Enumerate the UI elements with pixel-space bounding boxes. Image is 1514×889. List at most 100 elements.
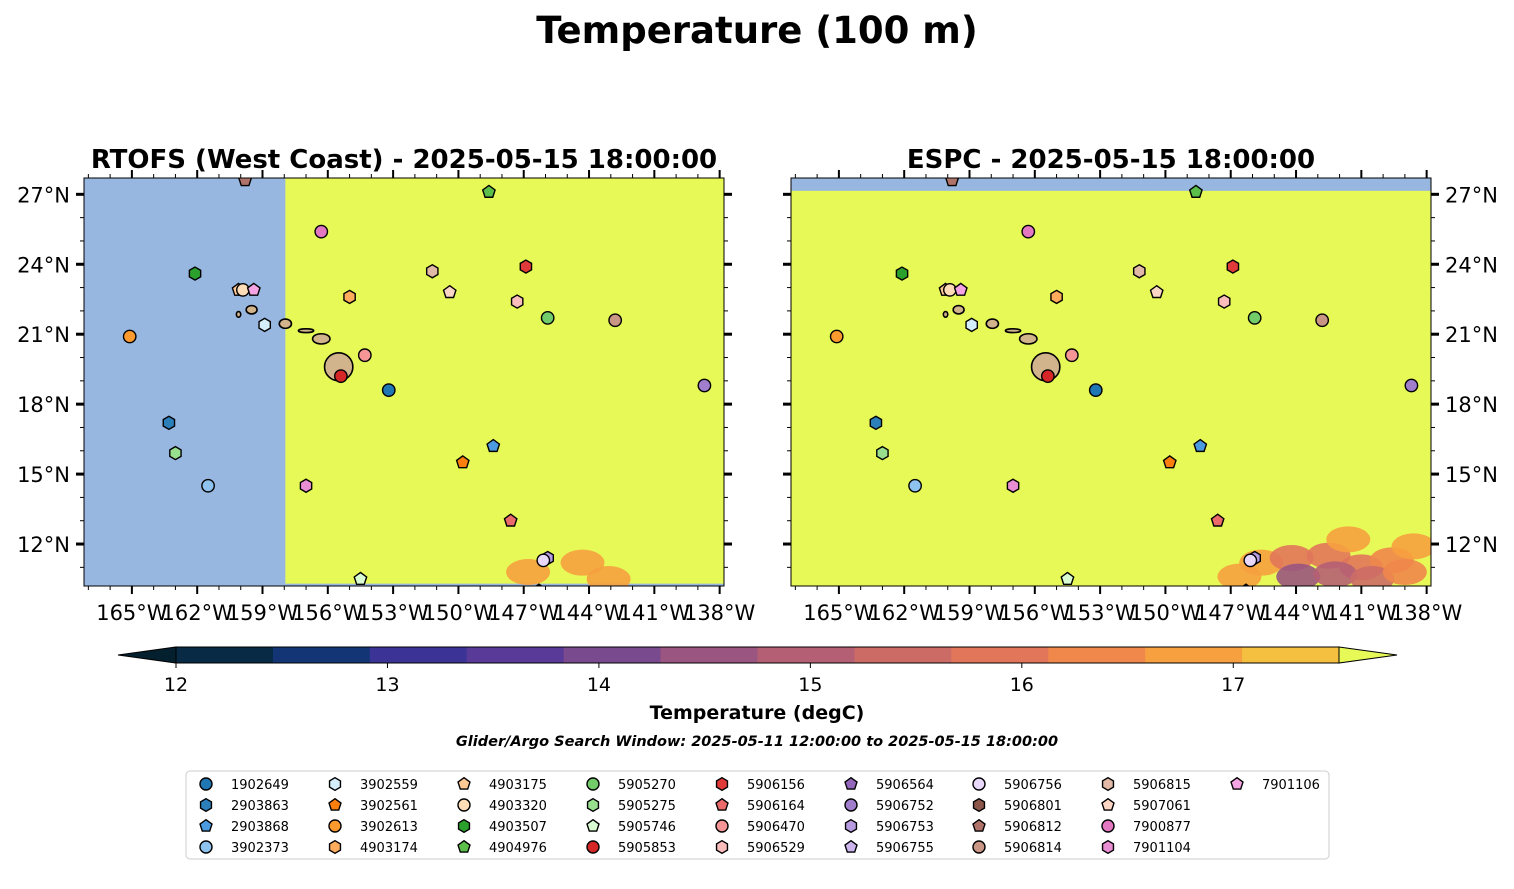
colorbar-under-arrow	[117, 646, 177, 664]
legend-label: 5905853	[618, 841, 676, 856]
float-marker-3902559	[258, 317, 272, 333]
legend-label: 5906753	[876, 820, 934, 835]
no-data-region	[791, 178, 1431, 191]
x-tick-label: 147°W	[488, 601, 560, 625]
legend-item-4903507: 4903507	[457, 818, 547, 835]
legend-item-7900877: 7900877	[1101, 819, 1191, 835]
legend-marker-4904976	[457, 839, 471, 853]
float-marker-7900877	[314, 224, 329, 239]
legend-label: 7901106	[1262, 778, 1320, 793]
legend-marker-4903320	[457, 798, 471, 812]
float-marker-5906756	[536, 553, 551, 568]
legend-item-5906753: 5906753	[844, 818, 934, 835]
y-tick-label: 15°N	[17, 463, 70, 487]
legend-label: 3902613	[360, 820, 418, 835]
float-marker-4903507	[895, 266, 909, 281]
float-marker-4904976	[1188, 184, 1203, 198]
x-tick-label: 162°W	[162, 601, 234, 625]
colorbar-segment	[660, 647, 758, 663]
legend-label: 1902649	[231, 778, 289, 793]
legend-label: 5907061	[1133, 799, 1191, 814]
legend-label: 5906756	[1004, 778, 1062, 793]
x-tick-label: 144°W	[1260, 601, 1332, 625]
legend-label: 7901104	[1133, 841, 1191, 856]
float-marker-5906815	[1132, 263, 1146, 279]
y-tick-label: 12°N	[1445, 533, 1498, 557]
legend-label: 2903868	[231, 820, 289, 835]
temperature-patch	[1276, 563, 1321, 586]
legend-item-5906564: 5906564	[844, 776, 934, 793]
legend-item-5906752: 5906752	[844, 798, 934, 814]
float-marker-4903320	[236, 283, 250, 297]
legend-marker-5907061	[1101, 797, 1115, 811]
float-marker-7900877	[1021, 224, 1036, 239]
x-tick-label: 150°W	[423, 601, 495, 625]
y-tick-label: 21°N	[1445, 323, 1498, 347]
float-marker-5905853	[333, 369, 348, 384]
legend-item-5906529: 5906529	[715, 839, 805, 856]
temperature-patch	[560, 549, 605, 576]
float-marker-3902561	[1162, 455, 1177, 469]
legend-item-2903863: 2903863	[199, 797, 289, 814]
float-marker-5906752	[697, 378, 712, 393]
legend-marker-5906164	[715, 797, 729, 811]
legend-item-4903320: 4903320	[457, 798, 547, 814]
legend-marker-5906529	[715, 839, 729, 855]
colorbar-segment	[1242, 647, 1340, 663]
y-tick-label: 24°N	[17, 253, 70, 277]
colorbar-tick-label: 14	[587, 674, 611, 696]
legend-item-5905746: 5905746	[586, 818, 676, 835]
x-tick-label: 159°W	[934, 601, 1006, 625]
island-molokai	[297, 328, 315, 334]
float-marker-4904976	[481, 184, 496, 198]
panel-title: ESPC - 2025-05-15 18:00:00	[907, 145, 1315, 175]
legend-marker-4903174	[328, 839, 342, 855]
legend-label: 5905270	[618, 778, 676, 793]
x-tick-label: 165°W	[803, 601, 875, 625]
legend-marker-3902561	[328, 797, 342, 811]
legend-marker-5906564	[844, 776, 858, 790]
legend-label: 3902559	[360, 778, 418, 793]
x-tick-label: 162°W	[869, 601, 941, 625]
float-marker-5906814	[608, 313, 623, 328]
colorbar-segment	[176, 647, 274, 663]
legend-marker-5906156	[715, 776, 729, 792]
float-marker-5906801	[290, 589, 301, 602]
legend-marker-5906756	[972, 777, 986, 791]
legend-marker-5905275	[586, 797, 600, 813]
float-marker-7901106	[246, 282, 261, 296]
float-marker-5906755	[146, 585, 148, 586]
float-marker-3902613	[122, 329, 137, 344]
legend-label: 5906812	[1004, 820, 1062, 835]
float-marker-1902649	[381, 383, 396, 398]
x-tick-label: 153°W	[1064, 601, 1136, 625]
float-marker-7901104	[299, 478, 313, 494]
y-tick-label: 18°N	[17, 393, 70, 417]
float-marker-5905275	[876, 445, 889, 461]
legend-marker-5906812	[972, 818, 986, 832]
search-window-caption: Glider/Argo Search Window: 2025-05-11 12…	[456, 734, 1058, 750]
colorbar-tick-label: 13	[375, 674, 399, 696]
no-data-region	[285, 583, 724, 586]
legend-item-5906156: 5906156	[715, 776, 805, 793]
legend-marker-3902559	[328, 776, 342, 792]
legend-label: 2903863	[231, 799, 289, 814]
legend-marker-5906801	[972, 797, 986, 813]
x-tick-label: 141°W	[619, 601, 691, 625]
legend-box	[185, 770, 1330, 860]
colorbar-segment	[466, 647, 565, 663]
legend-label: 5906529	[747, 841, 805, 856]
legend-marker-5905746	[586, 818, 600, 832]
legend-item-5907061: 5907061	[1101, 797, 1191, 814]
legend-item-5906164: 5906164	[715, 797, 805, 814]
legend-marker-5906752	[844, 798, 858, 812]
y-tick-label: 27°N	[1445, 183, 1498, 207]
float-marker-5907061	[1149, 284, 1164, 299]
x-tick-label: 141°W	[1326, 601, 1398, 625]
float-marker-2903868	[1193, 438, 1208, 453]
legend-item-5905853: 5905853	[586, 840, 676, 856]
legend-item-4903174: 4903174	[328, 839, 418, 856]
colorbar-segment	[563, 647, 662, 663]
legend-label: 5906815	[1133, 778, 1191, 793]
